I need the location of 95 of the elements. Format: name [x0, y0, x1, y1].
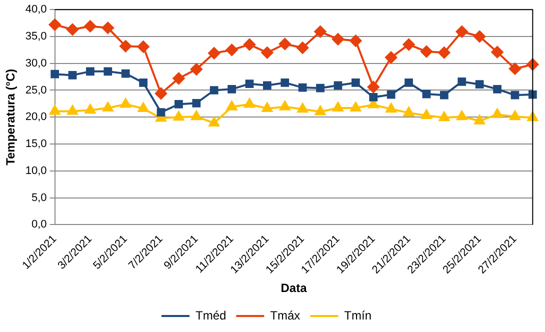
point: [84, 104, 96, 114]
point: [334, 81, 342, 90]
point: [386, 90, 396, 99]
point: [245, 80, 254, 88]
point: [226, 44, 238, 56]
point: [86, 67, 94, 76]
point: [280, 78, 290, 87]
y-tick-label: 5,0: [32, 192, 47, 204]
legend-label: Tmáx: [270, 308, 300, 322]
point: [120, 40, 132, 52]
point: [190, 63, 202, 76]
point: [314, 26, 326, 38]
point: [528, 90, 537, 99]
point: [68, 71, 77, 80]
point: [367, 81, 380, 94]
x-axis-title: Data: [280, 281, 308, 296]
y-tick-label: 40,0: [25, 4, 47, 16]
point: [332, 33, 344, 46]
point: [66, 23, 79, 36]
point: [493, 84, 502, 94]
point: [228, 84, 236, 94]
point: [49, 105, 60, 115]
point: [210, 86, 218, 94]
legend-label: Tmín: [344, 308, 372, 322]
point: [48, 18, 61, 31]
point: [262, 102, 273, 112]
point: [492, 108, 503, 118]
point: [137, 40, 150, 53]
point: [120, 98, 131, 108]
point: [50, 70, 59, 78]
point: [67, 105, 78, 115]
point: [191, 110, 202, 120]
point: [508, 62, 521, 75]
y-axis-title: Temperatura (°C): [4, 68, 18, 166]
point: [174, 100, 183, 108]
point: [474, 114, 485, 124]
point: [314, 106, 326, 116]
point: [369, 93, 378, 102]
point: [243, 38, 256, 51]
point: [226, 100, 238, 110]
point: [526, 58, 539, 70]
legend-label: Tméd: [195, 308, 226, 322]
point: [475, 80, 484, 89]
point: [208, 47, 220, 60]
point: [510, 110, 520, 120]
point: [139, 78, 148, 87]
point: [121, 69, 130, 78]
point: [261, 46, 274, 59]
y-tick-label: 25,0: [25, 84, 47, 96]
point: [352, 78, 360, 87]
point: [404, 78, 413, 87]
point: [102, 22, 114, 34]
point: [510, 90, 520, 100]
point: [456, 110, 468, 120]
point: [491, 46, 504, 58]
point: [263, 81, 272, 90]
point: [138, 102, 149, 112]
point: [422, 90, 431, 98]
y-tick-label: 30,0: [25, 57, 47, 70]
point: [104, 67, 112, 76]
point: [438, 46, 450, 59]
point: [84, 20, 96, 32]
point: [297, 103, 308, 113]
point: [403, 106, 414, 116]
y-tick-label: 10,0: [25, 164, 47, 177]
point: [350, 34, 362, 47]
point: [155, 87, 167, 100]
point: [386, 103, 396, 113]
point: [385, 51, 398, 64]
y-tick-label: 15,0: [25, 138, 47, 150]
point: [458, 77, 466, 86]
point: [208, 117, 220, 127]
point: [296, 42, 309, 54]
point: [172, 72, 185, 84]
point: [421, 110, 432, 120]
point: [192, 98, 201, 108]
point: [440, 90, 448, 100]
y-tick-label: 20,0: [25, 111, 47, 124]
point: [474, 30, 486, 42]
point: [244, 98, 255, 108]
point: [298, 83, 307, 92]
point: [402, 38, 415, 51]
point: [456, 26, 468, 38]
point: [102, 102, 114, 112]
point: [316, 84, 324, 92]
point: [332, 102, 344, 112]
point: [280, 100, 290, 110]
point: [420, 46, 432, 58]
y-tick-label: 0,0: [32, 218, 47, 231]
point: [173, 111, 184, 121]
point: [438, 112, 450, 122]
y-tick-label: 35,0: [25, 30, 47, 43]
point: [350, 102, 362, 112]
point: [156, 108, 166, 116]
point: [278, 38, 291, 50]
